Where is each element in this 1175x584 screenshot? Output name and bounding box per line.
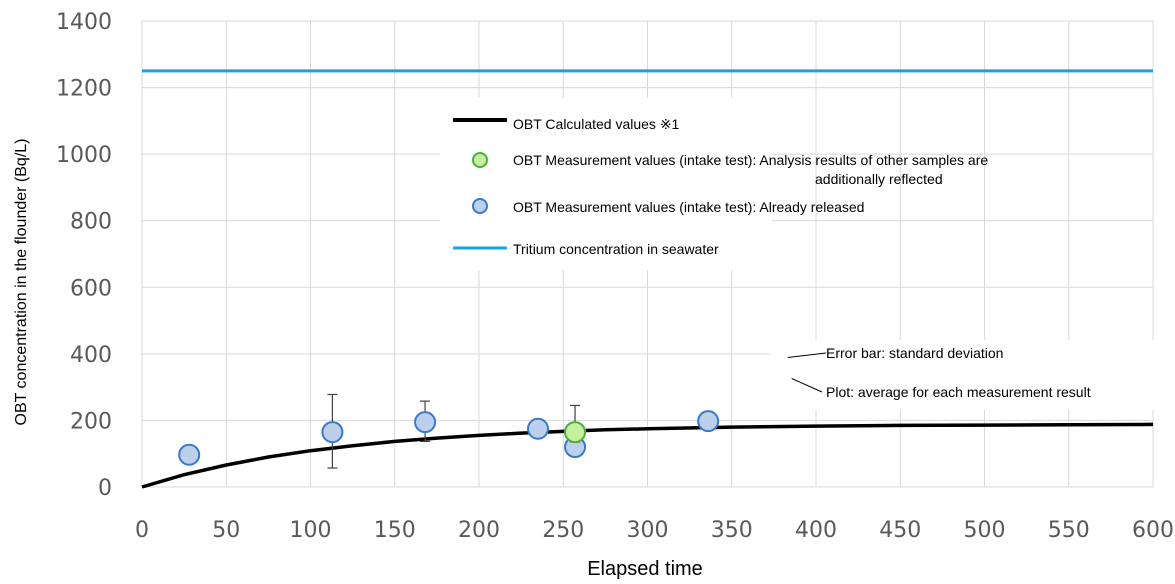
x-tick-label: 0 — [135, 518, 149, 543]
legend-box — [440, 98, 772, 270]
data-point-released — [526, 417, 549, 440]
legend-marker-additional — [472, 152, 488, 168]
y-tick-label: 400 — [70, 343, 112, 368]
x-tick-label: 450 — [879, 518, 921, 543]
legend-label-released: OBT Measurement values (intake test): Al… — [513, 199, 864, 215]
y-tick-label: 1000 — [56, 143, 112, 168]
x-tick-label: 300 — [627, 518, 669, 543]
legend-marker-released — [472, 198, 488, 214]
legend-label-additional-2: additionally reflected — [815, 171, 943, 187]
data-point-released — [321, 421, 344, 444]
y-axis-title: OBT concentration in the flounder (Bq/L) — [13, 139, 30, 426]
x-tick-label: 400 — [795, 518, 837, 543]
legend: OBT Calculated values ※1 OBT Measurement… — [440, 98, 988, 270]
y-tick-label: 800 — [70, 210, 112, 235]
data-point-additional — [564, 421, 587, 444]
x-tick-label: 350 — [711, 518, 753, 543]
x-tick-label: 550 — [1048, 518, 1090, 543]
x-tick-labels: 0 50 100 150 200 250 300 350 400 450 500 550 600 — [135, 518, 1174, 543]
y-tick-label: 1400 — [56, 10, 112, 35]
annotation-leader-error — [787, 352, 827, 359]
legend-label-additional-1: OBT Measurement values (intake test): An… — [513, 152, 988, 168]
y-tick-label: 0 — [98, 476, 112, 501]
x-tick-label: 100 — [290, 518, 332, 543]
legend-label-calculated: OBT Calculated values ※1 — [513, 116, 680, 132]
annotation-leader-plot — [791, 378, 823, 393]
x-axis-title: Elapsed time — [587, 558, 703, 580]
y-tick-label: 200 — [70, 409, 112, 434]
data-point-released — [414, 411, 437, 434]
annotation-box — [770, 340, 1160, 410]
x-tick-label: 200 — [458, 518, 500, 543]
x-tick-label: 150 — [374, 518, 416, 543]
y-tick-label: 1200 — [56, 77, 112, 102]
y-tick-label: 600 — [70, 276, 112, 301]
x-tick-label: 50 — [212, 518, 240, 543]
y-tick-labels: 0 200 400 600 800 1000 1200 1400 — [56, 10, 112, 501]
annotation-error-bar: Error bar: standard deviation — [826, 345, 1003, 361]
annotation-layer: Error bar: standard deviation Plot: avera… — [787, 345, 1091, 400]
x-tick-label: 600 — [1132, 518, 1174, 543]
x-tick-label: 500 — [964, 518, 1006, 543]
data-point-released — [178, 443, 201, 466]
data-point-released — [697, 410, 720, 433]
legend-label-seawater: Tritium concentration in seawater — [513, 241, 719, 257]
series-line-calculated — [141, 422, 1154, 489]
annotation-plot: Plot: average for each measurement resul… — [826, 384, 1091, 400]
x-tick-label: 250 — [542, 518, 584, 543]
